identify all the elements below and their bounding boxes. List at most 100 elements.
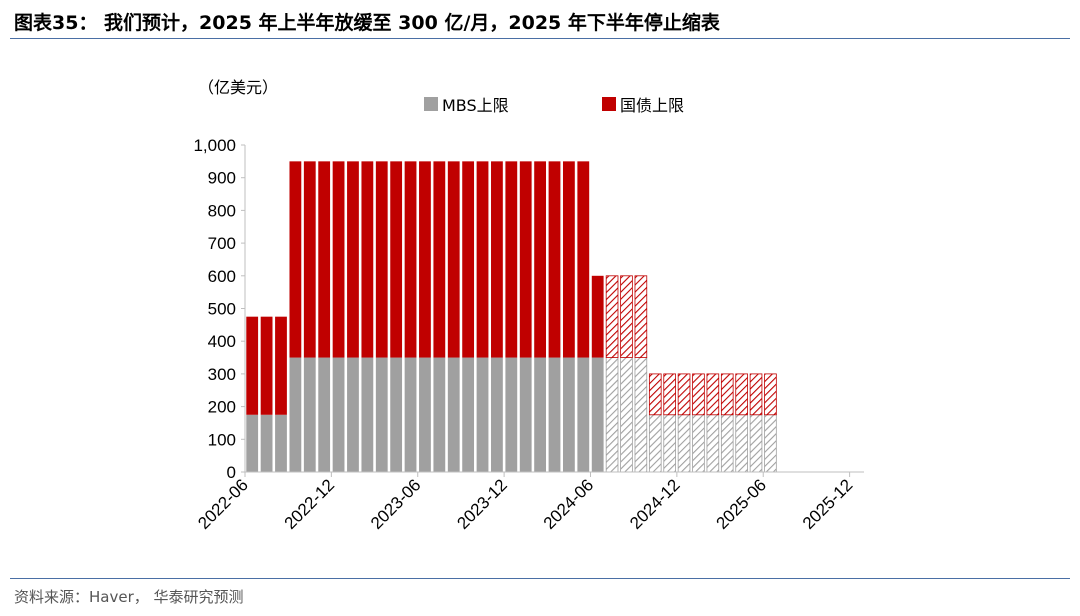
bar-mbs-2023-02 <box>361 357 374 472</box>
bar-mbs-2023-12 <box>505 357 518 472</box>
bar-treasury-2024-12 <box>677 373 691 416</box>
bar-treasury-2025-03 <box>720 373 734 416</box>
y-tick-label: 600 <box>208 267 236 286</box>
y-tick-label: 900 <box>208 169 236 188</box>
y-tick-label: 400 <box>208 332 236 351</box>
bar-mbs-2023-04 <box>390 357 403 472</box>
bar-treasury-2023-02 <box>361 161 374 358</box>
bar-mbs-2024-03 <box>548 357 561 472</box>
bar-treasury-2023-12 <box>505 161 518 358</box>
bar-mbs-2025-04 <box>735 414 748 473</box>
y-tick-label: 0 <box>227 463 236 482</box>
bar-mbs-2024-05 <box>577 357 590 472</box>
x-tick-label: 2024-06 <box>540 475 598 533</box>
bar-treasury-2024-02 <box>534 161 547 358</box>
y-axis-unit-label: （亿美元） <box>198 78 279 97</box>
bar-mbs-2022-09 <box>289 357 302 472</box>
legend-swatch-treasury <box>602 97 616 111</box>
bar-treasury-2023-09 <box>462 161 475 358</box>
bar-treasury-2024-04 <box>562 161 575 358</box>
bar-mbs-2024-02 <box>534 357 547 472</box>
legend-item-mbs: MBS上限 <box>424 92 509 116</box>
bar-treasury-2024-06 <box>591 275 604 358</box>
bar-mbs-2025-06 <box>764 414 777 473</box>
top-divider <box>10 38 1070 39</box>
bar-treasury-2025-02 <box>706 373 720 416</box>
legend-label-treasury: 国债上限 <box>620 96 685 115</box>
bar-mbs-2025-02 <box>706 414 720 473</box>
y-tick-label: 200 <box>208 398 236 417</box>
x-tick-label: 2025-12 <box>799 475 857 533</box>
bar-treasury-2024-07 <box>605 275 619 358</box>
bar-mbs-2023-03 <box>375 357 388 472</box>
bar-treasury-2024-10 <box>648 373 662 416</box>
bar-treasury-2023-01 <box>347 161 359 358</box>
bar-mbs-2024-12 <box>677 414 691 473</box>
bar-treasury-2022-12 <box>332 161 345 358</box>
bar-mbs-2024-07 <box>605 357 619 473</box>
legend-item-treasury: 国债上限 <box>602 92 684 116</box>
bar-mbs-2022-12 <box>332 357 345 472</box>
bar-treasury-2023-08 <box>447 161 460 358</box>
bar-mbs-2023-10 <box>476 357 489 472</box>
y-tick-label: 800 <box>208 201 236 220</box>
bar-treasury-2024-09 <box>634 275 648 358</box>
y-tick-label: 1,000 <box>193 136 236 155</box>
bar-treasury-2023-03 <box>375 161 388 358</box>
y-tick-label: 700 <box>208 234 236 253</box>
bar-mbs-2024-08 <box>620 357 633 473</box>
bar-treasury-2025-05 <box>749 373 763 416</box>
bar-mbs-2022-07 <box>260 414 273 472</box>
bar-mbs-2023-07 <box>433 357 446 472</box>
bar-mbs-2023-06 <box>419 357 431 472</box>
x-tick-label: 2023-12 <box>453 475 511 533</box>
bottom-divider <box>10 578 1070 579</box>
x-tick-label: 2022-12 <box>281 475 339 533</box>
bar-treasury-2025-01 <box>692 373 705 416</box>
bar-treasury-2023-10 <box>476 161 489 358</box>
legend-swatch-mbs <box>424 97 438 111</box>
x-tick-label: 2022-06 <box>194 475 252 533</box>
bar-treasury-2022-11 <box>318 161 331 358</box>
bar-mbs-2025-01 <box>692 414 705 473</box>
bar-treasury-2023-06 <box>419 161 431 358</box>
bar-mbs-2024-11 <box>663 414 676 473</box>
bar-mbs-2022-10 <box>303 357 316 472</box>
bar-mbs-2023-09 <box>462 357 475 472</box>
bar-treasury-2024-01 <box>519 161 532 358</box>
y-tick-label: 500 <box>208 300 236 319</box>
x-tick-label: 2024-12 <box>626 475 684 533</box>
bar-treasury-2023-07 <box>433 161 446 358</box>
y-tick-label: 300 <box>208 365 236 384</box>
bar-mbs-2023-11 <box>491 357 503 472</box>
bar-treasury-2024-03 <box>548 161 561 358</box>
bar-treasury-2022-10 <box>303 161 316 358</box>
bar-mbs-2023-08 <box>447 357 460 472</box>
x-tick-label: 2025-06 <box>713 475 771 533</box>
bar-mbs-2022-06 <box>246 414 259 472</box>
bar-mbs-2024-01 <box>519 357 532 472</box>
bar-treasury-2022-06 <box>246 316 259 415</box>
bar-treasury-2022-08 <box>275 316 287 415</box>
y-tick-label: 100 <box>208 430 236 449</box>
bar-treasury-2024-08 <box>620 275 633 358</box>
bar-mbs-2024-04 <box>562 357 575 472</box>
figure-title: 图表35： 我们预计，2025 年上半年放缓至 300 亿/月，2025 年下半… <box>14 12 720 34</box>
bar-mbs-2025-05 <box>749 414 763 473</box>
bar-treasury-2024-11 <box>663 373 676 416</box>
bar-treasury-2025-04 <box>735 373 748 416</box>
bars-group <box>246 161 777 473</box>
bar-mbs-2024-06 <box>591 357 604 472</box>
bar-treasury-2024-05 <box>577 161 590 358</box>
source-note: 资料来源：Haver， 华泰研究预测 <box>14 588 244 606</box>
x-tick-label: 2023-06 <box>367 475 425 533</box>
bar-treasury-2023-05 <box>404 161 417 358</box>
bar-mbs-2025-03 <box>720 414 734 473</box>
bar-mbs-2022-08 <box>275 414 287 472</box>
bar-treasury-2023-04 <box>390 161 403 358</box>
bar-mbs-2023-01 <box>347 357 359 472</box>
bar-treasury-2025-06 <box>764 373 777 416</box>
bar-mbs-2022-11 <box>318 357 331 472</box>
bar-mbs-2024-09 <box>634 357 648 473</box>
